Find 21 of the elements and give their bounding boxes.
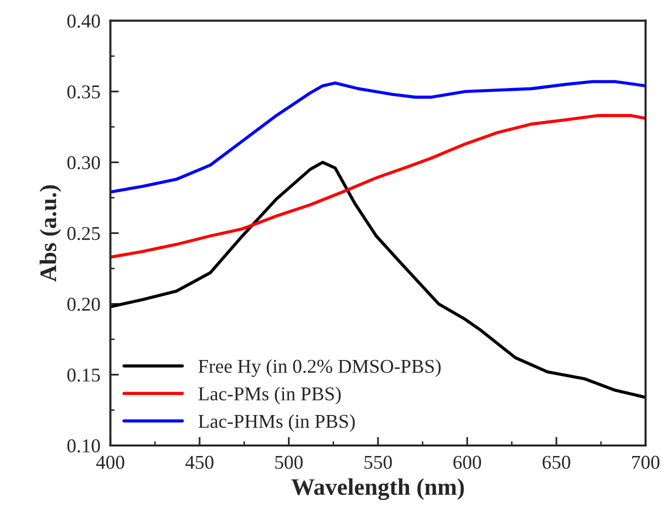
y-tick-label: 0.10 bbox=[67, 439, 100, 453]
y-tick-label: 0.25 bbox=[67, 226, 100, 240]
line-series bbox=[110, 114, 646, 259]
legend-label: Free Hy (in 0.2% DMSO-PBS) bbox=[198, 359, 441, 377]
line-series bbox=[110, 80, 646, 194]
y-tick-label: 0.15 bbox=[67, 368, 100, 382]
x-tick-label: 550 bbox=[364, 456, 392, 469]
legend-label: Lac-PMs (in PBS) bbox=[198, 386, 341, 404]
x-tick-label: 700 bbox=[632, 456, 660, 469]
y-tick-label: 0.40 bbox=[67, 14, 100, 28]
y-axis-title: Abs (a.u.) bbox=[40, 185, 62, 282]
x-tick-label: 600 bbox=[453, 456, 482, 469]
x-tick-label: 500 bbox=[275, 456, 303, 469]
x-tick-label: 650 bbox=[542, 456, 570, 469]
y-tick-label: 0.35 bbox=[67, 85, 100, 99]
x-tick-label: 450 bbox=[185, 456, 214, 469]
y-tick-label: 0.20 bbox=[67, 298, 100, 311]
x-axis-title: Wavelength (nm) bbox=[291, 478, 464, 500]
x-tick-label: 400 bbox=[96, 456, 124, 469]
legend-label: Lac-PHMs (in PBS) bbox=[198, 414, 355, 432]
y-tick-label: 0.30 bbox=[67, 156, 100, 170]
